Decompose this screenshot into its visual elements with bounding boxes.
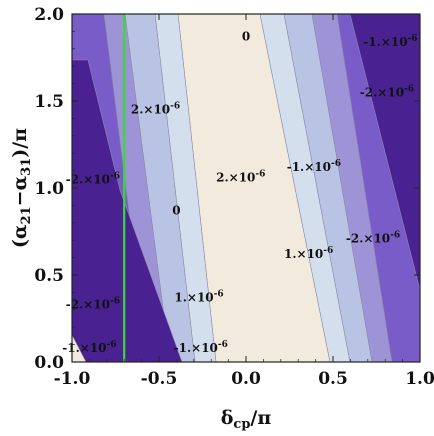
contour-band	[72, 59, 183, 362]
contour-label: 0	[242, 30, 250, 44]
x-axis-ticks: -1.0 -0.5 0.0 0.5 1.0	[54, 14, 434, 389]
contour-label: 2.×10-6	[131, 102, 180, 117]
contour-label: -2.×10-6	[346, 230, 400, 245]
contour-label: 0	[172, 204, 180, 218]
y-tick-label: 1.5	[34, 92, 64, 112]
contour-label: -2.×10-6	[66, 171, 120, 186]
contour-band	[283, 14, 373, 362]
contour-label: -1.×10-6	[287, 159, 341, 174]
y-tick-label: 0.0	[34, 353, 64, 373]
contour-label: 1.×10-6	[174, 290, 223, 305]
contour-label: -1.×10-6	[174, 340, 228, 355]
y-tick-label: 0.5	[34, 266, 64, 286]
contour-label: 2.×10-6	[216, 170, 265, 185]
contour-label: 1.×10-6	[284, 246, 333, 261]
x-tick-label: 1.0	[405, 369, 434, 389]
x-tick-label: -0.5	[141, 369, 178, 389]
contour-bands	[72, 14, 420, 362]
y-axis-label: (α21−α31)/π	[9, 128, 34, 248]
y-tick-label: 1.0	[34, 179, 64, 199]
contour-band	[259, 14, 351, 362]
x-tick-label: 0.5	[318, 369, 348, 389]
y-tick-label: 2.0	[34, 5, 64, 25]
contour-label: -1.×10-6	[363, 34, 417, 49]
x-tick-label: 0.0	[231, 369, 261, 389]
contour-label: -2.×10-6	[360, 84, 414, 99]
contour-band	[311, 14, 393, 362]
contour-labels: -2.×10-6 2.×10-6 0 1.×10-6 2.×10-6 0 -1.×10-6 1…	[62, 30, 417, 355]
contour-band	[349, 14, 420, 291]
x-axis-label: δcp/π	[221, 407, 272, 432]
contour-band	[72, 334, 87, 362]
y-axis-ticks: 0.0 0.5 1.0 1.5 2.0	[34, 5, 420, 373]
x-tick-label: -1.0	[54, 369, 91, 389]
contour-label: -2.×10-6	[66, 297, 120, 312]
